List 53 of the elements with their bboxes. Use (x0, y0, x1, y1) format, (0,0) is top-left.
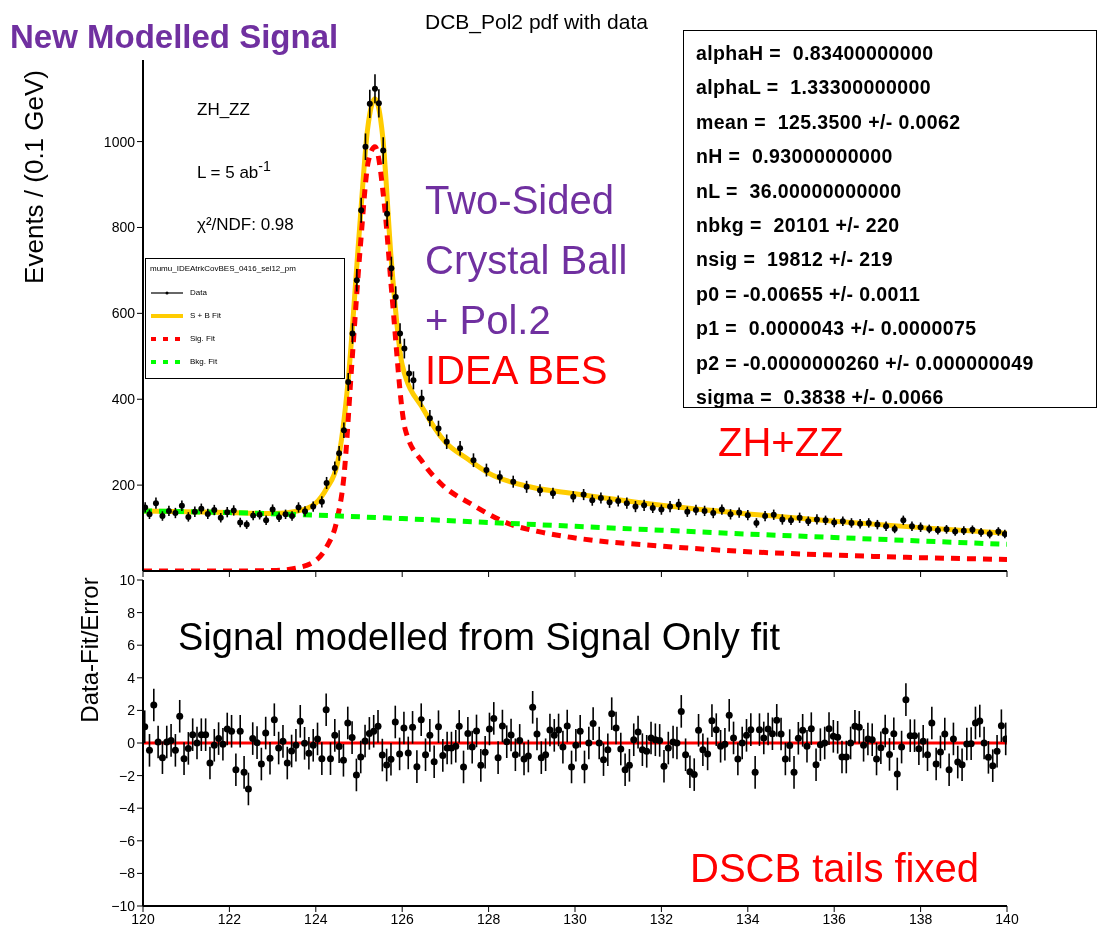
y-tick-label: 200 (111, 477, 136, 494)
annotation: p2 = -0.0000000260 +/- 0.000000049 (696, 350, 1035, 376)
y-tick-label: 0 (127, 734, 136, 751)
legend-label: S + B Fit (190, 311, 221, 320)
x-tick-label: 138 (908, 910, 933, 926)
annotation: χ²/NDF: 0.98 (197, 215, 294, 235)
y-tick-label: −4 (119, 800, 136, 817)
x-tick-label: 124 (304, 910, 328, 926)
text: New Modelled Signal (10, 18, 339, 56)
annotation: ZH+ZZ (718, 420, 844, 465)
y-axis-title: Data-Fit/Error (76, 577, 103, 723)
y-tick-label: 4 (127, 669, 136, 686)
annotation: nH = 0.93000000000 (696, 144, 894, 170)
annotation: mean = 125.3500 +/- 0.0062 (696, 109, 962, 135)
x-tick-label: 122 (217, 910, 242, 926)
annotation: alphaL = 1.33300000000 (696, 75, 932, 101)
annotation: nbkg = 20101 +/- 220 (696, 212, 901, 238)
x-tick-label: 140 (995, 910, 1019, 926)
legend-label: Bkg. Fit (190, 357, 218, 366)
annotation: p1 = 0.0000043 +/- 0.0000075 (696, 316, 978, 342)
y-tick-label: 8 (127, 604, 136, 621)
y-tick-label: 2 (127, 702, 136, 719)
x-tick-label: 128 (476, 910, 501, 926)
x-tick-label: 132 (649, 910, 674, 926)
y-tick-label: −8 (119, 865, 136, 882)
annotation: p0 = -0.00655 +/- 0.0011 (696, 281, 922, 307)
y-tick-label: 800 (111, 219, 136, 236)
y-tick-label: 10 (119, 571, 136, 588)
x-tick-label: 126 (390, 910, 415, 926)
y-tick-label: 600 (111, 305, 136, 322)
y-tick-label: −2 (119, 767, 136, 784)
x-tick-label: 136 (822, 910, 847, 926)
annotation: IDEA BES (425, 348, 608, 393)
annotation: nL = 36.00000000000 (696, 178, 903, 204)
annotation: L = 5 ab$^{-1}$ (197, 158, 271, 183)
x-tick-label: 130 (563, 910, 587, 926)
legend-label: Sig. Fit (190, 334, 215, 343)
annotation: sigma = 0.3838 +/- 0.0066 (696, 384, 945, 410)
annotation: nsig = 19812 +/- 219 (696, 247, 895, 273)
legend-title: mumu_IDEAtrkCovBES_0416_sel12_pm (150, 264, 297, 273)
y-tick-label: 1000 (103, 133, 136, 150)
annotation: alphaH = 0.83400000000 (696, 41, 935, 66)
x-tick-label: 134 (736, 910, 760, 926)
y-tick-label: −6 (119, 832, 136, 849)
annotation: Two-Sided Crystal Ball + Pol.2 (425, 178, 628, 342)
annotation: Signal modelled from Signal Only fit (178, 616, 780, 659)
annotation: DSCB tails fixed (690, 846, 979, 891)
y-tick-label: 400 (111, 391, 136, 408)
y-axis-title: Events / (0.1 GeV) (19, 70, 49, 284)
legend-label: Data (190, 288, 207, 297)
chart-title: DCB_Pol2 pdf with data (425, 10, 648, 34)
y-tick-label: 6 (127, 637, 136, 654)
annotation: ZH_ZZ (197, 100, 250, 120)
